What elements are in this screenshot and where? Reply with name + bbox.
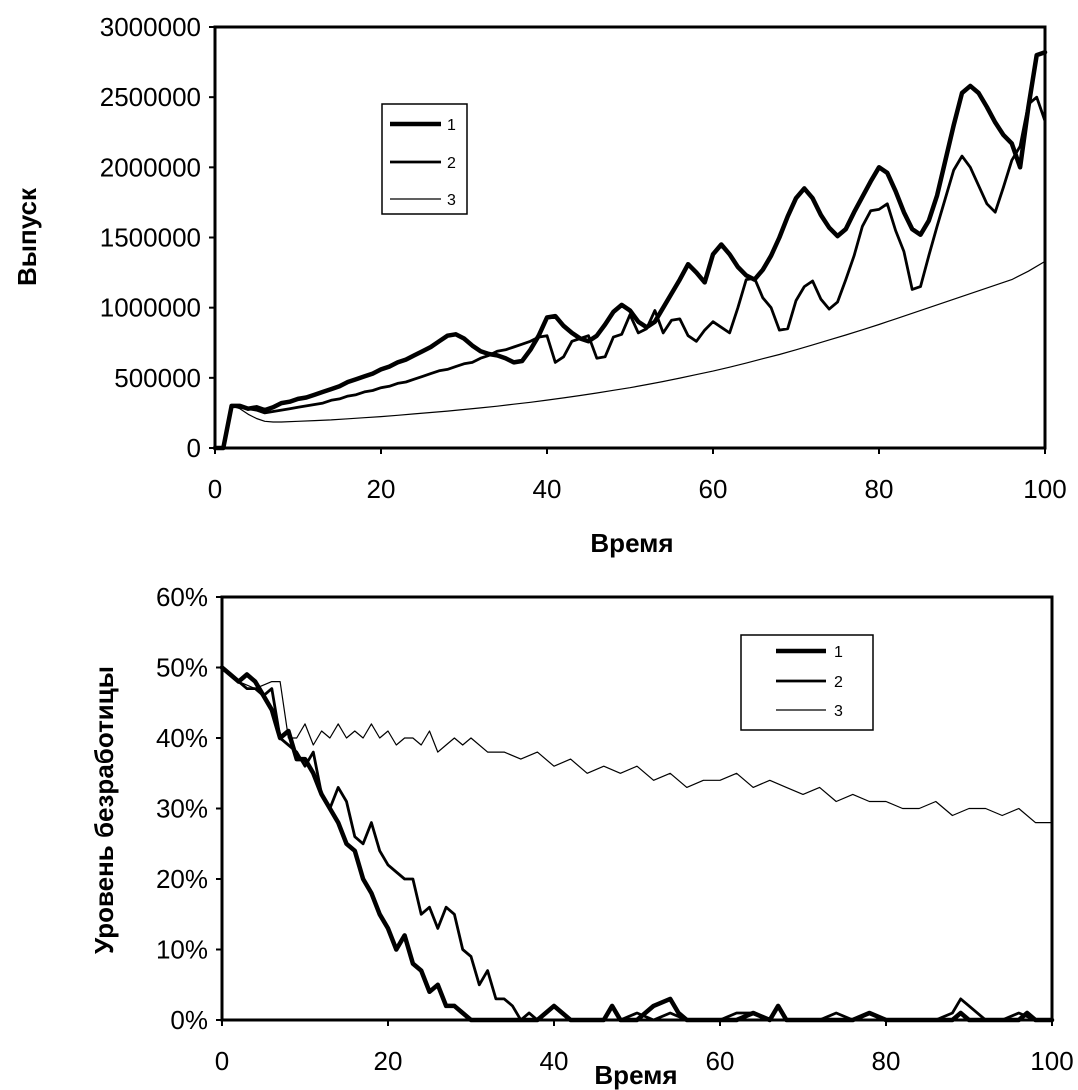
x-tick-labels-unemployment: 0 20 40 60 80 100 — [215, 1046, 1074, 1076]
y-tick-labels-unemployment: 0% 10% 20% 30% 40% 50% 60% — [156, 582, 208, 1035]
x-tick-label: 60 — [706, 1046, 735, 1076]
y-tick-label: 1500000 — [100, 223, 201, 253]
x-axis-title-output: Время — [590, 528, 673, 558]
series-line-3 — [214, 260, 1046, 449]
series-line-1 — [219, 665, 1055, 1023]
x-tick-label: 0 — [215, 1046, 229, 1076]
y-tick-label: 20% — [156, 864, 208, 894]
x-tick-label: 80 — [865, 474, 894, 504]
x-tick-labels-output: 0 20 40 60 80 100 — [208, 474, 1067, 504]
series-line-2 — [220, 666, 1054, 1022]
y-tick-label: 30% — [156, 794, 208, 824]
x-axis-title-unemployment: Время — [594, 1060, 677, 1090]
y-tick-label: 50% — [156, 653, 208, 683]
y-tick-label: 3000000 — [100, 12, 201, 42]
y-tick-labels-output: 0 500000 1000000 1500000 2000000 2500000 30000… — [100, 12, 201, 463]
legend-label-3: 3 — [447, 192, 456, 209]
chart-output: 0 500000 1000000 1500000 2000000 2500000 30000… — [12, 12, 1067, 558]
y-tick-label: 60% — [156, 582, 208, 612]
y-tick-label: 0 — [187, 433, 201, 463]
y-tick-label: 40% — [156, 723, 208, 753]
x-tick-label: 100 — [1030, 1046, 1073, 1076]
legend-output: 1 2 3 — [381, 103, 468, 215]
series-line-1 — [212, 50, 1048, 451]
legend-label-1: 1 — [447, 117, 456, 134]
y-tick-label: 1000000 — [100, 293, 201, 323]
y-axis-title-output: Выпуск — [12, 187, 42, 286]
x-tick-label: 0 — [208, 474, 222, 504]
x-tick-label: 80 — [872, 1046, 901, 1076]
series-group-unemployment — [219, 665, 1055, 1023]
tick-marks-unemployment — [216, 596, 1053, 1026]
x-tick-label: 40 — [533, 474, 562, 504]
y-tick-label: 2000000 — [100, 152, 201, 182]
legend-label-3: 3 — [834, 703, 843, 720]
legend-unemployment: 1 2 3 — [740, 634, 874, 731]
plot-frame-unemployment — [220, 595, 1054, 1022]
x-tick-label: 60 — [699, 474, 728, 504]
y-tick-label: 0% — [170, 1005, 208, 1035]
x-tick-label: 20 — [367, 474, 396, 504]
y-tick-label: 500000 — [114, 363, 201, 393]
series-group-output — [212, 50, 1048, 451]
y-tick-label: 10% — [156, 935, 208, 965]
x-tick-label: 100 — [1023, 474, 1066, 504]
x-tick-label: 40 — [540, 1046, 569, 1076]
chart-unemployment: 0%10%20%30%40%50%60% 0 20 40 60 80 100 Время … — [89, 582, 1074, 1090]
series-line-2 — [213, 95, 1047, 450]
legend-label-2: 2 — [834, 674, 843, 691]
y-tick-label: 2500000 — [100, 82, 201, 112]
x-tick-label: 20 — [374, 1046, 403, 1076]
legend-label-2: 2 — [447, 155, 456, 172]
legend-label-1: 1 — [834, 644, 843, 661]
y-axis-title-unemployment: Уровень безработицы — [89, 666, 119, 954]
series-line-3 — [221, 666, 1053, 824]
